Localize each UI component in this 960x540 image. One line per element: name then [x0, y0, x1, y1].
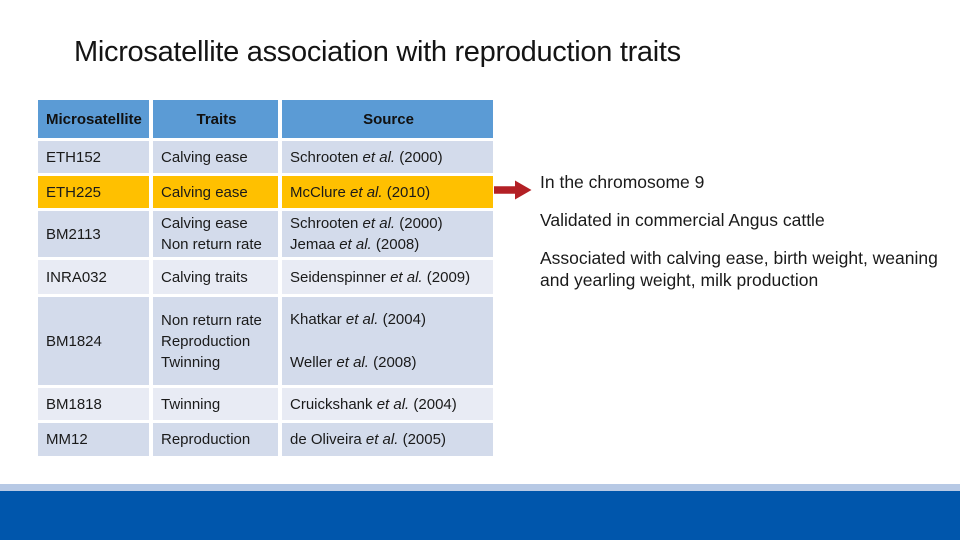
table-header-row: Microsatellite Traits Source — [38, 100, 493, 141]
note-validated: Validated in commercial Angus cattle — [540, 210, 825, 230]
right-arrow-icon — [494, 180, 532, 200]
traits-cell: Twinning — [153, 388, 282, 423]
annotation-notes: In the chromosome 9 Validated in commerc… — [540, 171, 940, 307]
source-cell: McClure et al. (2010) — [282, 176, 493, 211]
source-cell: Seidenspinner et al. (2009) — [282, 260, 493, 297]
note-associated: Associated with calving ease, birth weig… — [540, 248, 938, 290]
source-cell: de Oliveira et al. (2005) — [282, 423, 493, 456]
microsatellite-id-cell: ETH152 — [38, 141, 153, 176]
table-row-bm1824: BM1824 Non return rate Reproduction Twin… — [38, 297, 493, 388]
source-citation: Cruickshank et al. (2004) — [290, 395, 457, 413]
slide-title: Microsatellite association with reproduc… — [74, 36, 681, 68]
col-header-microsatellite: Microsatellite — [38, 100, 153, 141]
traits-cell: Calving traits — [153, 260, 282, 297]
traits-cell: Calving ease — [153, 141, 282, 176]
source-citation: Jemaa et al. (2008) — [290, 236, 420, 253]
table-row-inra032: INRA032 Calving traits Seidenspinner et … — [38, 260, 493, 297]
source-cell: Schrooten et al. (2000) — [282, 141, 493, 176]
source-citation: de Oliveira et al. (2005) — [290, 431, 446, 448]
microsatellite-table: Microsatellite Traits Source ETH152 Calv… — [38, 100, 493, 456]
microsatellite-id-cell: BM1818 — [38, 388, 153, 423]
table-row-mm12: MM12 Reproduction de Oliveira et al. (20… — [38, 423, 493, 456]
bottom-accent-bar — [0, 491, 960, 540]
traits-cell: Reproduction — [153, 423, 282, 456]
note-chromosome: In the chromosome 9 — [540, 172, 705, 192]
bottom-accent-strip — [0, 484, 960, 491]
table-row-eth152: ETH152 Calving ease Schrooten et al. (20… — [38, 141, 493, 176]
table-row-bm1818: BM1818 Twinning Cruickshank et al. (2004… — [38, 388, 493, 423]
source-citation: Schrooten et al. (2000) — [290, 148, 443, 166]
source-cell: Khatkar et al. (2004) Weller et al. (200… — [282, 297, 493, 388]
col-header-source: Source — [282, 100, 493, 141]
source-cell: Schrooten et al. (2000) Jemaa et al. (20… — [282, 211, 493, 260]
table-row-eth225-highlighted: ETH225 Calving ease McClure et al. (2010… — [38, 176, 493, 211]
traits-cell: Calving ease Non return rate — [153, 211, 282, 260]
microsatellite-id-cell: BM1824 — [38, 297, 153, 388]
traits-cell: Calving ease — [153, 176, 282, 211]
source-citation: Schrooten et al. (2000) — [290, 215, 443, 232]
microsatellite-id-cell: ETH225 — [38, 176, 153, 211]
col-header-traits: Traits — [153, 100, 282, 141]
microsatellite-id-cell: BM2113 — [38, 211, 153, 260]
microsatellite-id-cell: INRA032 — [38, 260, 153, 297]
source-citation: McClure et al. (2010) — [290, 183, 431, 201]
traits-cell: Non return rate Reproduction Twinning — [153, 297, 282, 388]
microsatellite-id-cell: MM12 — [38, 423, 153, 456]
table-row-bm2113: BM2113 Calving ease Non return rate Schr… — [38, 211, 493, 260]
source-citation: Khatkar et al. (2004) — [290, 311, 426, 328]
source-citation: Weller et al. (2008) — [290, 354, 417, 371]
source-cell: Cruickshank et al. (2004) — [282, 388, 493, 423]
source-citation: Seidenspinner et al. (2009) — [290, 268, 471, 286]
